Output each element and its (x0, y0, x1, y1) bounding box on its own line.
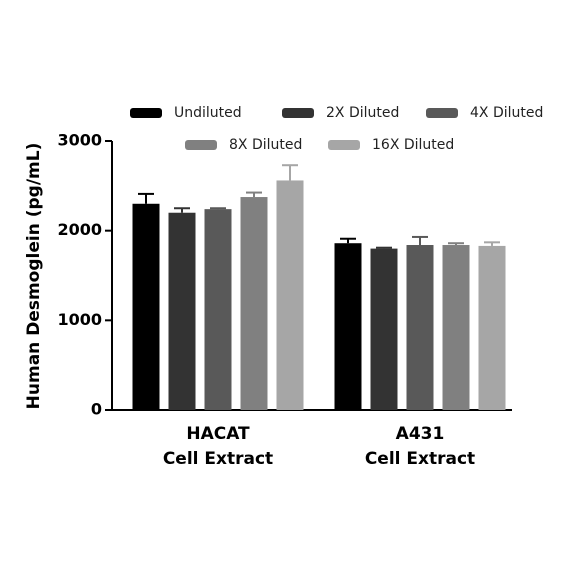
legend-swatch (185, 140, 217, 150)
bar (442, 245, 470, 410)
y-tick-label: 2000 (57, 220, 102, 239)
legend-swatch (328, 140, 360, 150)
legend-label: 2X Diluted (326, 105, 399, 121)
bar (204, 209, 232, 410)
bar (168, 212, 196, 410)
legend-swatch (282, 108, 314, 118)
legend-swatch (426, 108, 458, 118)
y-tick-label: 0 (91, 400, 102, 419)
bar (370, 248, 398, 410)
legend-swatch (130, 108, 162, 118)
legend-label: 4X Diluted (470, 105, 543, 121)
y-axis-label: Human Desmoglein (pg/mL) (24, 143, 44, 410)
legend-label: Undiluted (174, 105, 242, 121)
x-tick-label: Cell Extract (365, 449, 475, 469)
bar (240, 197, 268, 410)
bar (334, 243, 362, 410)
x-tick-label: A431 (396, 424, 445, 444)
y-tick-label: 1000 (57, 310, 102, 329)
legend-label: 8X Diluted (229, 137, 302, 153)
x-tick-label: HACAT (186, 424, 250, 444)
bar (478, 245, 506, 410)
legend-label: 16X Diluted (372, 137, 454, 153)
bar (276, 180, 304, 410)
bar (132, 203, 160, 410)
x-tick-label: Cell Extract (163, 449, 273, 469)
y-tick-label: 3000 (57, 131, 102, 150)
bar (406, 245, 434, 410)
